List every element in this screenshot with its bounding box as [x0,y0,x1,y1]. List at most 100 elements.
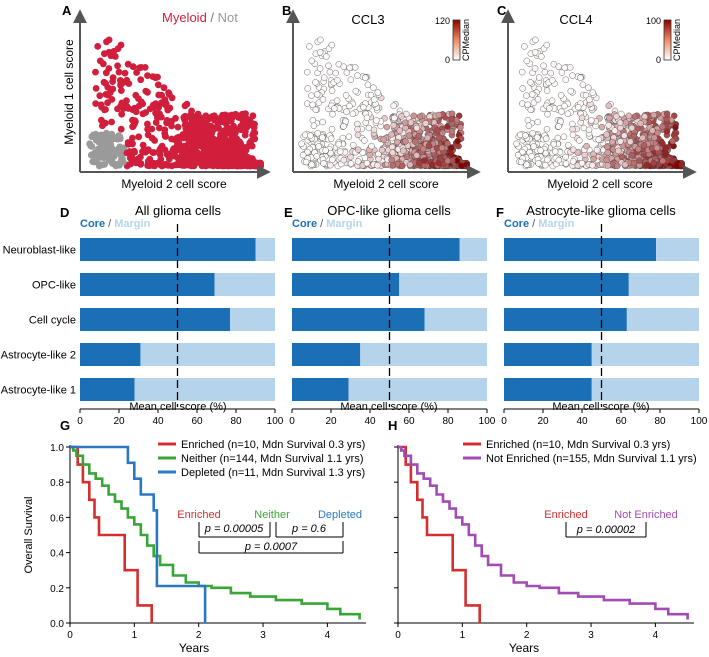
scatter-point [322,147,329,154]
scatter-point [189,112,197,120]
scatter-point [96,161,104,169]
scatter-point [328,87,336,94]
survival-curve [398,445,689,620]
scatter-point [118,156,125,164]
scatter-point [313,153,320,160]
legend-core: Core [504,218,529,230]
scatter-point [218,113,226,120]
scatter-point [558,108,565,115]
scatter-point [315,143,322,150]
scatter-point [108,118,115,126]
x-tick-label: 1 [460,630,466,641]
x-axis-label: Myeloid 2 cell score [121,177,227,191]
scatter-point [522,132,529,139]
scatter-point [519,85,526,92]
scatter-point [202,112,210,120]
scatter-point [585,126,593,134]
scatter-point [317,36,324,44]
colorbar-min: 0 [656,55,661,65]
bracket-enriched-not-enriched [565,522,647,538]
scatter-point [190,162,198,170]
scatter-points [513,36,685,170]
scatter-point [242,127,249,135]
scatter-point [347,160,355,167]
scatter-point [171,136,179,144]
bar-margin [591,378,699,401]
scatter-point [444,157,451,165]
scatter-point [156,151,164,159]
scatter-point [621,132,628,139]
scatter-legend: Myeloid / Not [162,10,238,25]
category-label: OPC-like [32,280,76,292]
scatter-point [590,155,597,163]
scatter-point [308,161,315,168]
scatter-point [181,102,189,110]
y-tick-label: 0.8 [50,478,64,489]
scatter-point [345,133,353,141]
scatter-point [537,147,544,154]
scatter-point [354,120,361,128]
scatter-point [332,69,339,77]
scatter-point [399,162,406,170]
scatter-point [421,157,428,164]
scatter-point [598,123,606,131]
scatter-point [144,146,152,154]
panel-g: G Years Overall Survival Enriched (n=10,… [23,418,366,655]
scatter-point [605,122,612,129]
scatter-point [144,158,152,165]
scatter-point [567,87,574,95]
scatter-point [226,127,234,134]
scatter-point [567,64,574,71]
chart-title: Astrocyte-like glioma cells [526,203,676,218]
scatter-point [448,110,456,117]
y-tick-label: 0.0 [50,619,64,630]
scatter-point [144,120,151,128]
scatter-point [562,160,570,167]
scatter-point [151,137,159,144]
bar-core [80,343,141,366]
scatter-point [117,125,125,133]
scatter-point [182,114,190,122]
panel-d: D All glioma cells Core / Margin Mean ce… [1,203,284,427]
scatter-point [448,115,455,123]
scatter-point [139,110,147,118]
scatter-point [394,138,401,146]
scatter-point [555,123,562,130]
scatter-point [673,162,680,170]
scatter-point [352,87,359,95]
scatter-point [523,92,530,99]
scatter-point [116,135,124,143]
scatter-point [663,115,670,123]
scatter-point [550,140,557,148]
scatter-point [354,158,362,165]
scatter-point [618,153,626,161]
scatter-point [454,137,461,145]
scatter-point [401,119,409,126]
group-label-enriched: Enriched [544,509,587,521]
scatter-point [144,72,151,79]
scatter-point [99,122,106,130]
pvalue-enriched-neither: p = 0.00005 [204,523,264,535]
scatter-point [390,122,397,129]
scatter-point [458,162,465,170]
scatter-point [125,105,132,112]
scatter-point [323,53,330,60]
bar-margin [459,238,487,261]
scatter-point [126,148,134,155]
scatter-point [388,131,395,138]
legend-margin: Margin [538,218,574,230]
legend-margin: Margin [326,218,362,230]
group-label-not-enriched: Not Enriched [614,509,678,521]
scatter-point [86,140,94,148]
x-axis-label: Years [179,641,209,655]
scatter-point [340,156,347,164]
bar-core [292,238,460,261]
legend: Enriched (n=10, Mdn Survival 0.3 yrs) Ne… [158,439,365,479]
scatter-point [212,145,220,153]
scatter-point [247,137,255,145]
scatter-point [129,134,136,142]
scatter-point [328,125,336,133]
scatter-point [333,97,341,104]
x-tick-label: 0 [289,416,295,427]
scatter-point [144,125,152,133]
